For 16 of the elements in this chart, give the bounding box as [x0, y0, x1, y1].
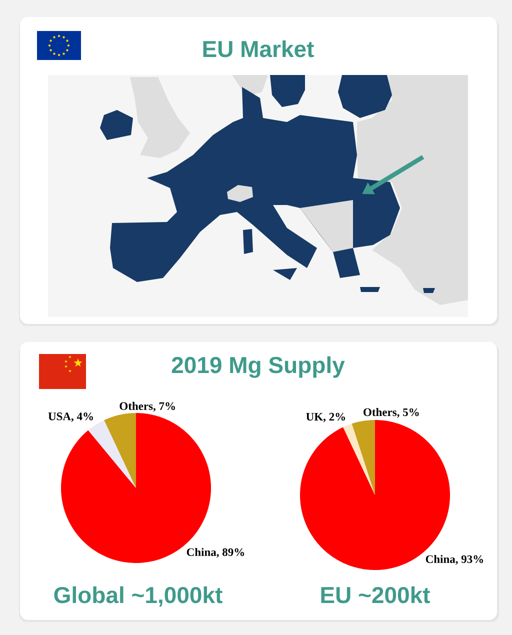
slice-label: UK: [306, 412, 324, 421]
data-label: , 7%: [153, 402, 175, 412]
text: Global ~1,000kt: [54, 586, 222, 607]
slice-label: China: [186, 548, 216, 556]
data-label: , 89%: [216, 548, 244, 558]
slice-label: China: [426, 554, 456, 564]
data-label: , 2%: [323, 412, 346, 422]
data-label: , 4%: [71, 412, 93, 422]
data-label: , 5%: [397, 408, 419, 418]
text: EU Market: [203, 40, 314, 58]
text: EU ~200kt: [321, 586, 430, 604]
slice-label: Others: [120, 402, 153, 410]
slice-label: Others: [364, 408, 397, 416]
data-label: , 93%: [456, 555, 484, 565]
slice-label: USA: [48, 412, 71, 420]
chart-title: 2019 Mg Supply: [172, 356, 345, 378]
